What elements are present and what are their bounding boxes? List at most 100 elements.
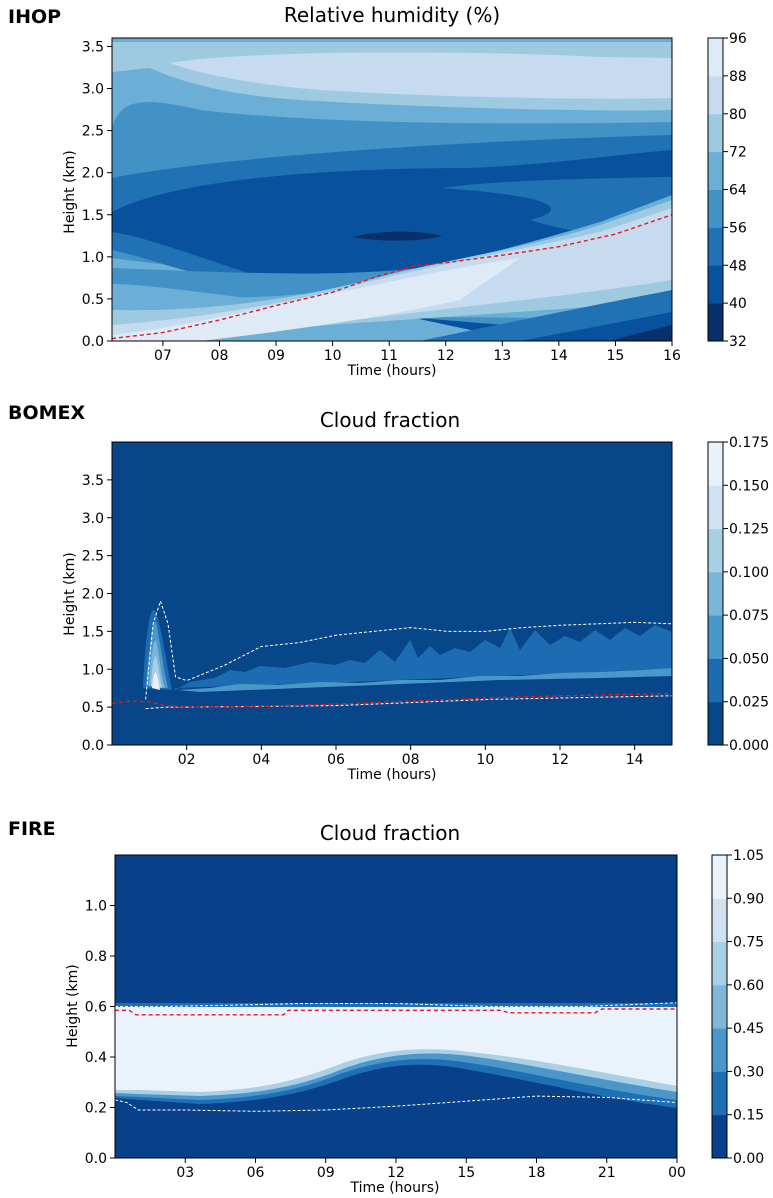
colorbar-tick-label: 64 xyxy=(729,183,747,199)
x-tick-label: 10 xyxy=(476,752,494,768)
colorbar-ihop: 32 40 48 56 64 72 80 88 96 xyxy=(707,31,747,350)
colorbar-segment xyxy=(708,75,723,115)
cloud-top-line xyxy=(115,1002,677,1007)
y-tick-label: 1.5 xyxy=(82,624,104,640)
x-tick-label: 09 xyxy=(267,348,285,364)
colorbar-bomex: 0.000 0.025 0.050 0.075 0.100 0.125 0.150 0.175 xyxy=(707,435,769,754)
y-tick-label: 1.5 xyxy=(82,208,104,224)
y-tick-label: 2.5 xyxy=(82,549,104,565)
colorbar-tick-label: 96 xyxy=(729,31,747,47)
x-axis-label-ihop: Time (hours) xyxy=(347,363,437,379)
x-tick-label: 15 xyxy=(607,348,625,364)
colorbar-tick-label: 0.050 xyxy=(729,651,769,667)
plot-frame-ihop xyxy=(111,37,673,342)
y-tick-label: 0.2 xyxy=(85,1101,107,1117)
x-axis-bomex: 02 04 06 08 10 12 14 xyxy=(178,745,644,768)
y-axis-bomex: 0.0 0.5 1.0 1.5 2.0 2.5 3.0 3.5 xyxy=(82,473,112,754)
colorbar-fire: 0.00 0.15 0.30 0.45 0.60 0.75 0.90 1.05 xyxy=(711,848,764,1167)
boundary-layer-height-line xyxy=(115,1008,677,1016)
boundary-layer-height-line xyxy=(112,692,672,708)
panel-label-fire: FIRE xyxy=(8,818,56,840)
contour-field-fire xyxy=(115,855,677,1158)
y-tick-label: 0.0 xyxy=(82,738,104,754)
contour-band-ihop xyxy=(112,200,672,338)
boundary-layer-height-line xyxy=(112,214,672,340)
x-axis-ihop: 07 08 09 10 11 12 13 14 15 16 xyxy=(154,341,681,364)
x-tick-label: 07 xyxy=(154,348,172,364)
y-tick-label: 0.5 xyxy=(82,700,104,716)
y-tick-label: 2.0 xyxy=(82,166,104,182)
colorbar-tick-label: 0.90 xyxy=(733,891,764,907)
x-axis-label-bomex: Time (hours) xyxy=(347,767,437,783)
colorbar-tick-label: 0.125 xyxy=(729,522,769,538)
x-tick-label: 00 xyxy=(668,1165,686,1181)
colorbar-segment xyxy=(712,941,727,986)
colorbar-segment xyxy=(708,701,723,746)
colorbar-tick-label: 0.000 xyxy=(729,738,769,754)
contour-band-fire xyxy=(115,1003,677,1092)
colorbar-tick-label: 72 xyxy=(729,145,747,161)
x-tick-label: 13 xyxy=(493,348,511,364)
x-tick-label: 18 xyxy=(528,1165,546,1181)
x-tick-label: 04 xyxy=(252,752,270,768)
chart-fire: FIRE Cloud fraction 03 06 09 12 15 18 21 00 0.0… xyxy=(8,818,764,1196)
contour-band-ihop xyxy=(112,258,520,341)
x-tick-label: 06 xyxy=(327,752,345,768)
x-tick-label: 11 xyxy=(380,348,398,364)
y-tick-label: 0.0 xyxy=(85,1151,107,1167)
y-tick-label: 3.0 xyxy=(82,511,104,527)
x-tick-label: 14 xyxy=(550,348,568,364)
x-tick-label: 16 xyxy=(663,348,681,364)
x-tick-label: 06 xyxy=(247,1165,265,1181)
colorbar-tick-label: 0.025 xyxy=(729,695,769,711)
x-tick-label: 10 xyxy=(324,348,342,364)
colorbar-tick-label: 0.15 xyxy=(733,1108,764,1124)
y-tick-label: 0.6 xyxy=(85,1000,107,1016)
colorbar-segment xyxy=(708,615,723,659)
chart-ihop: IHOP Relative humidity (%) 07 08 09 10 11 12 1… xyxy=(8,3,747,379)
colorbar-segment xyxy=(708,658,723,703)
y-tick-label: 0.5 xyxy=(82,292,104,308)
chart-title-bomex: Cloud fraction xyxy=(320,408,460,432)
colorbar-frame xyxy=(707,441,724,746)
y-axis-label-fire: Height (km) xyxy=(65,964,81,1047)
y-axis-label-bomex: Height (km) xyxy=(62,552,78,635)
colorbar-tick-label: 56 xyxy=(729,220,747,236)
colorbar-frame xyxy=(711,854,728,1159)
colorbar-tick-label: 0.75 xyxy=(733,935,764,951)
x-tick-label: 02 xyxy=(178,752,196,768)
cloud-base-line xyxy=(115,1095,677,1112)
x-tick-label: 08 xyxy=(211,348,229,364)
y-axis-label-ihop: Height (km) xyxy=(62,150,78,233)
x-tick-label: 08 xyxy=(402,752,420,768)
x-tick-label: 12 xyxy=(387,1165,405,1181)
colorbar-tick-label: 0.100 xyxy=(729,565,769,581)
x-axis-fire: 03 06 09 12 15 18 21 00 xyxy=(176,1158,686,1181)
colorbar-segment xyxy=(708,151,723,190)
colorbar-segment xyxy=(712,1071,727,1116)
y-axis-ihop: 0.0 0.5 1.0 1.5 2.0 2.5 3.0 3.5 xyxy=(82,39,112,350)
chart-bomex: BOMEX Cloud fraction 02 04 06 08 10 12 14 0.00… xyxy=(8,402,769,783)
colorbar-tick-label: 1.05 xyxy=(733,848,764,864)
y-tick-label: 0.0 xyxy=(82,334,104,350)
y-tick-label: 3.5 xyxy=(82,39,104,55)
colorbar-segment xyxy=(712,1028,727,1072)
colorbar-tick-label: 48 xyxy=(729,258,747,274)
colorbar-tick-label: 40 xyxy=(729,296,747,312)
x-tick-label: 12 xyxy=(551,752,569,768)
panel-label-ihop: IHOP xyxy=(8,6,61,28)
y-tick-label: 0.8 xyxy=(85,949,107,965)
contour-band-bomex xyxy=(152,671,160,690)
contour-field-bomex xyxy=(112,442,672,745)
y-tick-label: 1.0 xyxy=(82,250,104,266)
colorbar-tick-label: 0.175 xyxy=(729,435,769,451)
colorbar-tick-label: 0.150 xyxy=(729,478,769,494)
colorbar-segment xyxy=(712,984,727,1029)
colorbar-tick-label: 0.60 xyxy=(733,978,764,994)
chart-title-fire: Cloud fraction xyxy=(320,821,460,845)
colorbar-segment xyxy=(708,265,723,304)
contour-band-ihop xyxy=(352,231,442,241)
colorbar-tick-label: 80 xyxy=(729,107,747,123)
chart-title-ihop: Relative humidity (%) xyxy=(284,3,500,27)
y-tick-label: 1.0 xyxy=(82,662,104,678)
